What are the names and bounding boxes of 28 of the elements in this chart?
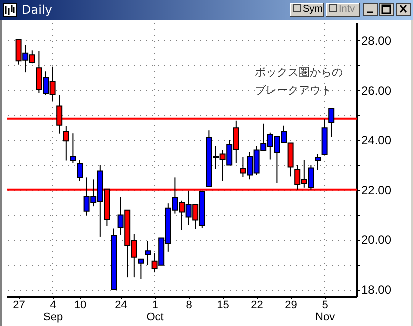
y-tick-label: 28.00: [362, 34, 392, 48]
toolbar-button: Sym: [290, 3, 324, 17]
candlestick: [328, 108, 335, 138]
x-tick-label: 27: [13, 300, 26, 312]
x-tick-label: 5 Nov: [316, 300, 336, 324]
y-tick-label: 24.00: [362, 134, 392, 148]
y-tick-label: 20.00: [362, 233, 392, 248]
y-tick-label: 26.00: [362, 84, 392, 98]
x-tick-label: 4 Sep: [44, 300, 64, 324]
x-tick-label: 10: [74, 300, 87, 312]
x-tick-label: 8: [186, 300, 192, 312]
x-tick-label: 22: [251, 300, 264, 312]
annotation: ブレークアウト: [255, 84, 332, 97]
x-tick-label: 24: [115, 300, 128, 312]
toolbar-button: Intv: [326, 3, 360, 17]
candlestick: [145, 240, 151, 266]
candlestick: [138, 258, 144, 280]
x-tick-label: 15: [217, 300, 230, 312]
candlestick: [63, 126, 70, 162]
chart-title: Daily: [22, 3, 52, 17]
x-tick-label: 29: [285, 300, 298, 312]
candlestick: [315, 154, 321, 171]
annotation: ボックス圏からの: [255, 66, 343, 79]
y-tick-label: 22.00: [362, 183, 392, 198]
candlestick: [70, 133, 76, 164]
y-tick-label: 18.00: [362, 283, 392, 298]
x-tick-label: 1 Oct: [146, 300, 164, 324]
candlestick: [77, 160, 83, 182]
